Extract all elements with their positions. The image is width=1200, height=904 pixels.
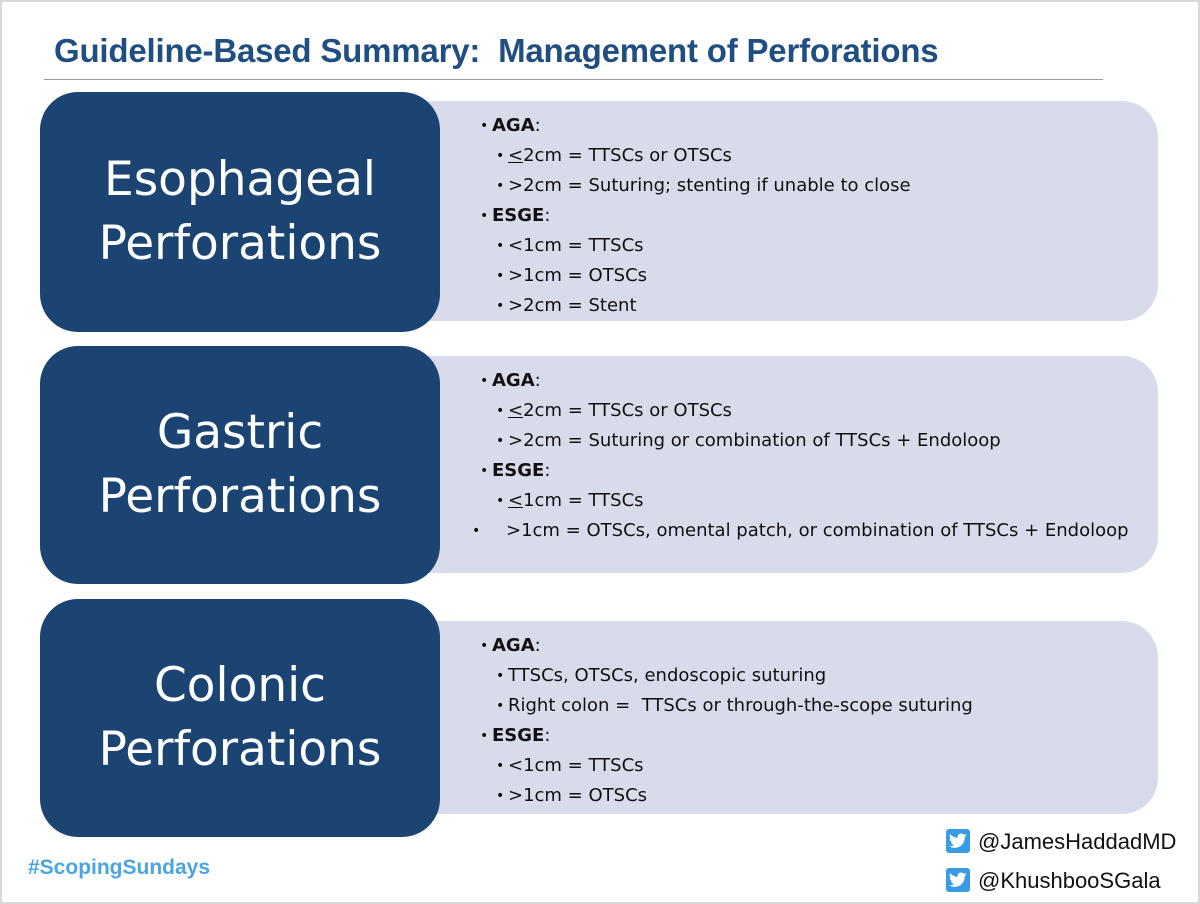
title-divider [44,79,1103,80]
aga-heading: • AGA: [480,370,541,391]
twitter-handle-1[interactable]: @JamesHaddadMD [946,827,1176,857]
category-label-line1: Gastric [156,405,324,460]
list-item: • Right colon = TTSCs or through-the-scop… [496,695,973,716]
aga-heading: • AGA: [480,115,541,136]
hashtag[interactable]: #ScopingSundays [28,856,211,879]
guideline-panel: • AGA: • <2cm = TTSCs or OTSCs • >2cm = Sut… [420,356,1158,573]
category-label-line2: Perforations [98,469,382,524]
twitter-icon [946,868,970,892]
twitter-handle-2[interactable]: @KhushbooSGala [946,866,1161,896]
esge-heading: • ESGE: [480,205,551,226]
list-item: • <1cm = TTSCs [496,235,644,256]
list-item: • <2cm = TTSCs or OTSCs [496,145,732,166]
esge-heading: • ESGE: [480,460,551,481]
list-item: • >1cm = OTSCs [496,265,648,286]
list-item: • >1cm = OTSCs [496,785,648,806]
list-item: • >2cm = Suturing or combination of TTSCs… [496,430,1001,451]
list-item: • <1cm = TTSCs [496,490,644,511]
list-item: • >2cm = Suturing; stenting if unable to … [496,175,911,196]
list-item: • <1cm = TTSCs [496,755,644,776]
esge-heading: • ESGE: [480,725,551,746]
aga-heading: • AGA: [480,635,541,656]
category-box: Colonic Perforations [40,599,440,837]
list-item: • TTSCs, OTSCs, endoscopic suturing [496,665,827,686]
category-label-line2: Perforations [98,216,382,271]
list-item: • >1cm = OTSCs, omental patch, or combina… [472,520,1129,541]
category-box: Gastric Perforations [40,346,440,584]
category-label-line1: Colonic [153,658,327,713]
category-label-line1: Esophageal [104,152,376,207]
guideline-panel: • AGA: • TTSCs, OTSCs, endoscopic suturing… [420,621,1158,814]
guideline-panel: • AGA: • <2cm = TTSCs or OTSCs • >2cm = Sut… [420,101,1158,321]
category-box: Esophageal Perforations [40,92,440,332]
list-item: • >2cm = Stent [496,295,637,316]
category-label-line2: Perforations [98,722,382,777]
twitter-icon [946,829,970,853]
slide-title: Guideline-Based Summary: Management of P… [54,32,939,69]
list-item: • <2cm = TTSCs or OTSCs [496,400,732,421]
